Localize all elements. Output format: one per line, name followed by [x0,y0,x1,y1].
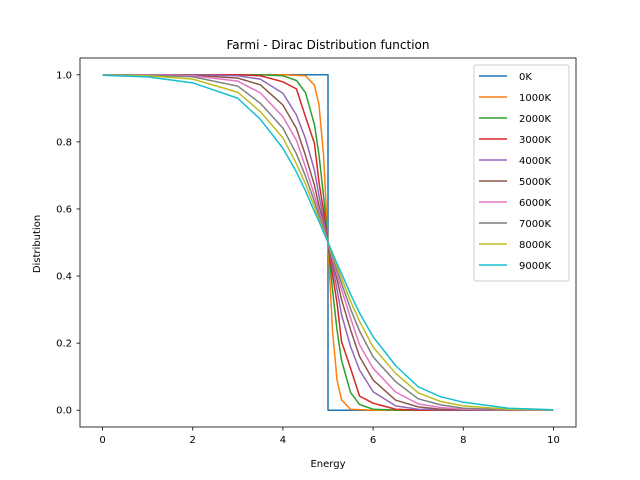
legend-label: 6000K [519,198,551,209]
legend-label: 3000K [519,135,551,146]
x-axis-label: Energy [310,459,345,470]
legend-label: 2000K [519,114,551,125]
legend-label: 5000K [519,177,551,188]
x-tick-label: 4 [280,435,286,446]
y-tick-label: 0.0 [56,406,72,417]
x-tick-label: 2 [190,435,196,446]
plot-area [79,57,577,428]
legend-label: 8000K [519,240,551,251]
x-tick-label: 10 [547,435,560,446]
series-line-9000K [102,74,554,411]
legend-label: 1000K [519,93,551,104]
y-axis-label: Distribution [32,215,43,273]
chart-title: Farmi - Dirac Distribution function [227,38,430,52]
legend-label: 7000K [519,219,551,230]
y-tick-label: 0.6 [56,204,72,215]
y-tick-label: 1.0 [56,70,72,81]
axes-frame [79,57,577,428]
legend-label: 4000K [519,156,551,167]
legend-label: 9000K [519,261,551,272]
y-tick-label: 0.8 [56,137,72,148]
x-tick-label: 0 [99,435,105,446]
y-tick-label: 0.4 [56,272,72,283]
x-axis: 0 2 4 6 8 10 [99,427,560,446]
legend: 0K 1000K 2000K 3000K 4000K 5000K 6000K 7000K 800… [473,64,570,282]
legend-box [473,64,570,282]
legend-label: 0K [519,72,532,83]
y-axis: 0.0 0.2 0.4 0.6 0.8 1.0 [56,70,80,417]
x-tick-label: 6 [370,435,376,446]
y-tick-label: 0.2 [56,339,72,350]
x-tick-label: 8 [460,435,466,446]
